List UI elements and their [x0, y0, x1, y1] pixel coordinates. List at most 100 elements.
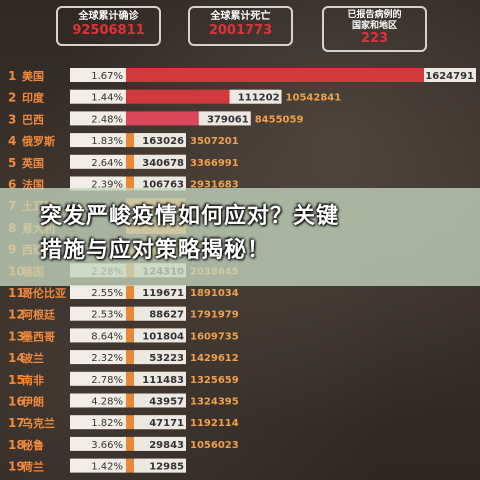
stat-total-deaths-value: 2001773 [208, 23, 273, 38]
deaths-box [134, 371, 186, 386]
rank-label: 13 [8, 329, 25, 343]
fatality-rate-box [70, 68, 126, 82]
rank-label: 19 [8, 460, 25, 474]
fatality-rate-box [70, 111, 126, 126]
country-label: 荷兰 [21, 460, 44, 474]
deaths-box [134, 285, 186, 299]
fatality-rate-box [70, 89, 126, 104]
stat-regions-label-line2: 国家和地区 [351, 21, 397, 31]
deaths-label: 106763 [142, 180, 184, 191]
headline-line-1: 突发严峻疫情如何应对？关键 [40, 204, 340, 229]
rank-label: 3 [8, 112, 16, 126]
rank-label: 5 [8, 156, 16, 170]
fatality-rate-label: 2.64% [91, 158, 123, 169]
deaths-box [134, 393, 186, 408]
total-label: 1056023 [190, 440, 239, 451]
fatality-rate-label: 8.64% [91, 331, 123, 342]
fatality-rate-box [70, 328, 126, 343]
deaths-box [424, 68, 476, 82]
country-label: 印度 [22, 91, 45, 105]
fatality-rate-box [70, 285, 126, 299]
headline-banner [0, 188, 480, 286]
total-label: 3507201 [190, 136, 239, 147]
country-label: 伊朗 [21, 395, 44, 409]
total-label: 1325659 [190, 375, 239, 386]
deaths-box [229, 89, 282, 104]
stat-total-deaths: 全球累计死亡 2001773 [188, 6, 293, 46]
deaths-box [134, 415, 186, 430]
fatality-rate-box [70, 306, 126, 321]
total-label: 8455059 [255, 114, 304, 125]
country-label: 俄罗斯 [21, 134, 55, 148]
fatality-rate-label: 3.66% [91, 440, 123, 451]
fatality-rate-label: 1.44% [91, 93, 123, 104]
confirmed-bar [126, 68, 476, 82]
deaths-label: 47171 [149, 418, 184, 429]
rank-label: 16 [8, 395, 25, 409]
deaths-box [198, 111, 251, 126]
fatality-rate-box [70, 436, 126, 451]
country-label: 墨西哥 [22, 330, 55, 343]
total-label: 2931683 [190, 180, 239, 191]
total-label: 1791979 [190, 310, 239, 321]
fatality-rate-box [70, 415, 126, 430]
fatality-rate-box [70, 176, 126, 191]
fatality-rate-label: 1.42% [91, 462, 123, 473]
deaths-label: 1624791 [425, 71, 474, 82]
rank-label: 18 [8, 438, 25, 452]
deaths-label: 53223 [149, 353, 184, 364]
country-label: 阿根廷 [22, 308, 56, 322]
headline-line-2: 措施与应对策略揭秘！ [40, 238, 271, 263]
fatality-rate-label: 1.67% [91, 71, 123, 82]
rank-label: 12 [8, 308, 25, 322]
deaths-box [134, 328, 186, 343]
fatality-rate-box [70, 393, 126, 408]
rank-label: 15 [8, 373, 25, 387]
rank-label: 1 [8, 69, 16, 83]
deaths-box [134, 154, 186, 169]
stat-total-confirmed-label: 全球累计确诊 [78, 11, 139, 22]
fatality-rate-label: 2.53% [91, 310, 123, 321]
total-label: 1609735 [190, 331, 239, 342]
total-label: 1429612 [190, 353, 239, 364]
rank-label: 17 [8, 416, 25, 430]
deaths-label: 43957 [149, 397, 184, 408]
deaths-label: 111483 [142, 375, 184, 386]
deaths-label: 119671 [142, 288, 184, 299]
fatality-rate-box [70, 458, 126, 473]
country-label: 巴西 [22, 113, 44, 126]
rank-label: 11 [8, 286, 25, 300]
deaths-label: 101804 [142, 331, 184, 342]
deaths-label: 379061 [207, 114, 249, 125]
country-label: 美国 [22, 69, 44, 83]
fatality-rate-label: 2.55% [91, 288, 123, 299]
deaths-label: 163026 [142, 136, 184, 147]
stat-total-confirmed-value: 92506811 [72, 23, 145, 38]
rank-label: 2 [8, 91, 16, 105]
stat-regions-label-line1: 已报告病例的 [347, 10, 402, 20]
country-label: 南非 [22, 373, 44, 387]
fatality-rate-label: 2.39% [91, 180, 123, 191]
rank-label: 4 [8, 134, 16, 148]
country-label: 哥伦比亚 [22, 286, 66, 300]
stat-regions: 已报告病例的 国家和地区 223 [322, 6, 427, 52]
deaths-box [134, 458, 186, 473]
stat-total-deaths-label: 全球累计死亡 [210, 11, 271, 22]
fatality-rate-label: 2.48% [91, 114, 123, 125]
headline-text: 突发严峻疫情如何应对？关键 措施与应对策略揭秘！ [40, 200, 460, 268]
fatality-rate-label: 1.82% [91, 418, 123, 429]
total-label: 1324395 [190, 397, 239, 408]
deaths-box [134, 350, 186, 365]
rank-label: 14 [8, 351, 25, 365]
deaths-label: 340678 [142, 158, 184, 169]
fatality-rate-label: 2.78% [91, 375, 123, 386]
deaths-box [134, 133, 186, 148]
deaths-label: 111202 [238, 93, 280, 104]
country-label: 波兰 [22, 351, 44, 365]
stat-regions-value: 223 [360, 31, 389, 46]
fatality-rate-label: 1.83% [91, 136, 123, 147]
country-label: 秘鲁 [22, 438, 44, 452]
deaths-box [134, 176, 186, 191]
total-label: 3366991 [190, 158, 239, 169]
